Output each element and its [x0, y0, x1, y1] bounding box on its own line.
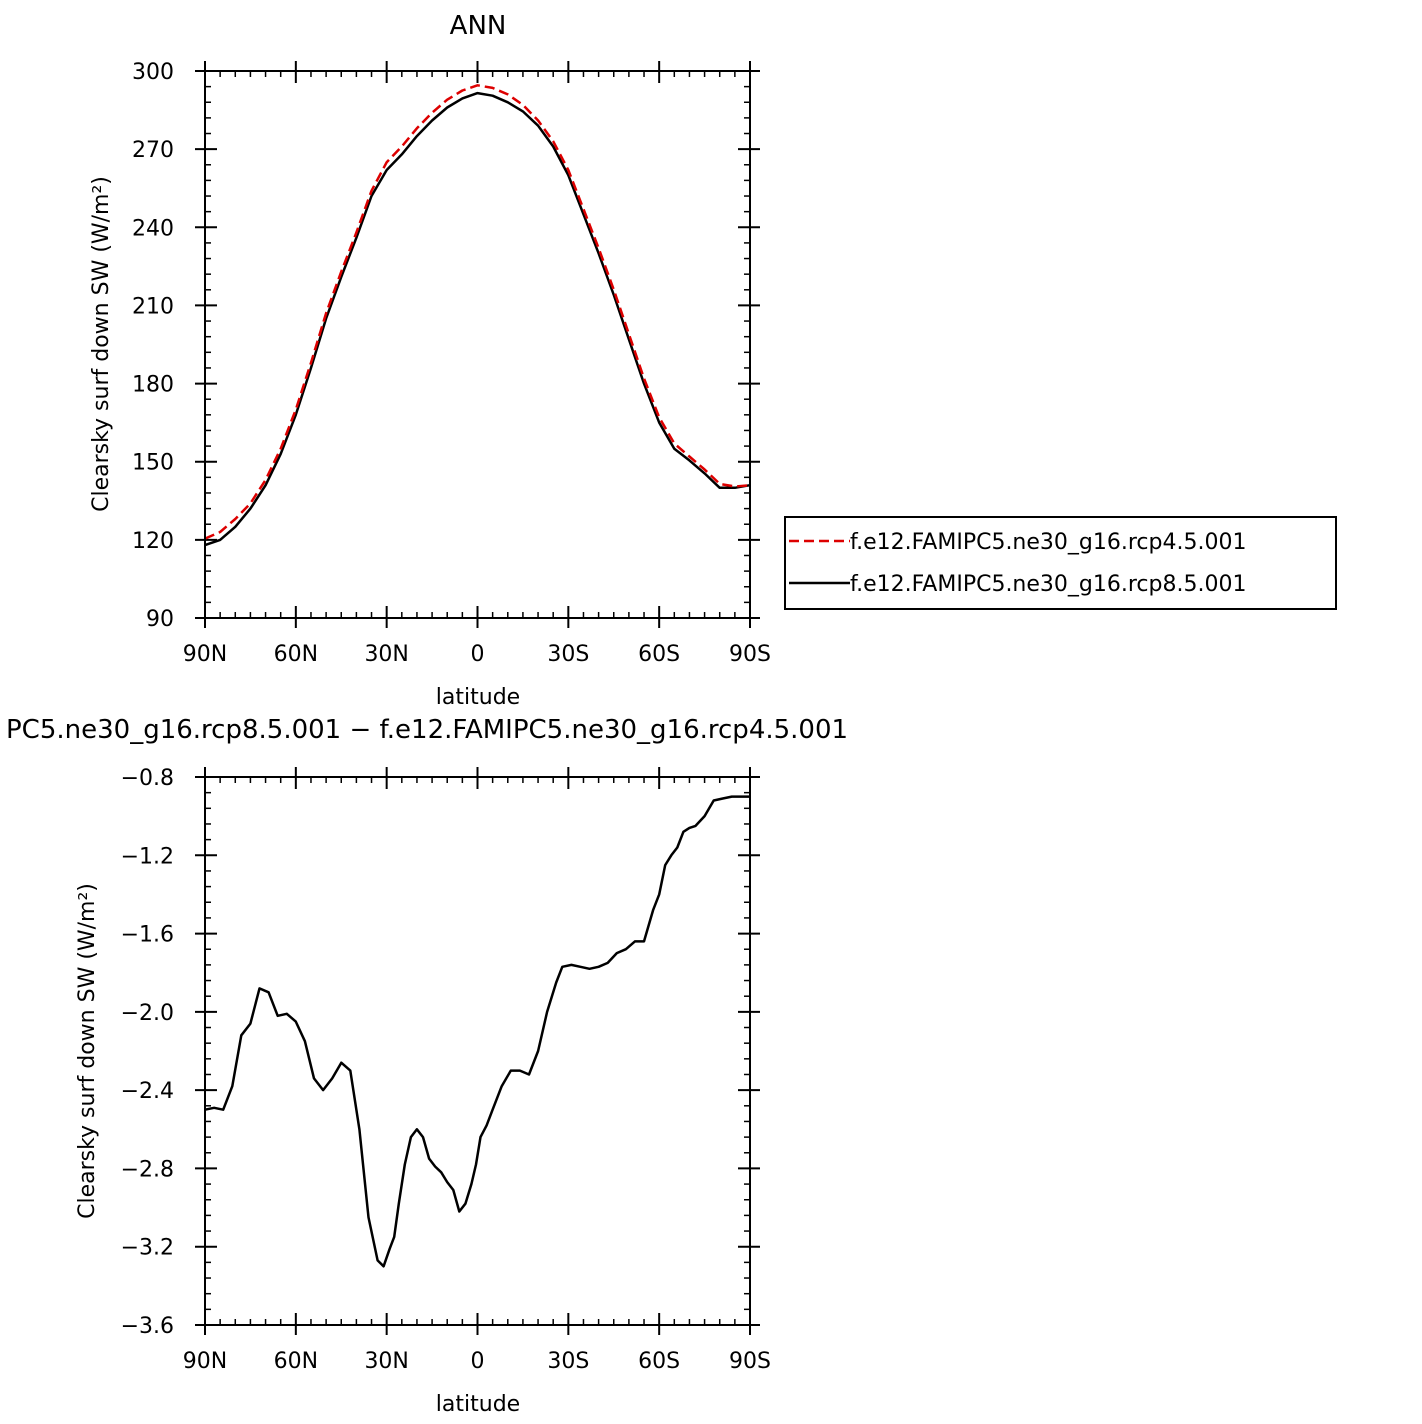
top-plot-area: 90N 60N 30N 0 30S 60S 90S 90 120 150 180 210 240 270 3…	[132, 60, 771, 667]
top-series-line-0	[204, 84, 751, 540]
bottom-plot-area: 90N 60N 30N 0 30S 60S 90S −0.8 −1.2 −1.6 −2.0 −2.4 −…	[121, 766, 771, 1374]
top-series-line-1	[204, 91, 751, 547]
top-panel: ANN 90N 60N 30N 0 30S 60S 90S 90 120 150 180 210 240…	[89, 11, 1337, 710]
top-x-tick-label: 90S	[729, 642, 771, 667]
top-y-tick-label: 270	[132, 138, 174, 163]
top-y-tick-label: 150	[132, 451, 174, 476]
bottom-y-tick-label: −3.2	[121, 1236, 174, 1261]
legend-label-rcp45: f.e12.FAMIPC5.ne30_g16.rcp4.5.001	[850, 530, 1246, 555]
top-y-tick-label: 120	[132, 529, 174, 554]
bottom-y-tick-label: −0.8	[121, 766, 174, 791]
top-y-tick-label: 240	[132, 216, 174, 241]
bottom-x-tick-label: 90N	[183, 1349, 227, 1374]
top-x-tick-label: 90N	[183, 642, 227, 667]
top-x-tick-label: 60N	[274, 642, 318, 667]
bottom-x-tick-label: 60N	[274, 1349, 318, 1374]
top-y-axis-title: Clearsky surf down SW (W/m²)	[89, 176, 114, 512]
legend: f.e12.FAMIPC5.ne30_g16.rcp4.5.001 f.e12.…	[784, 516, 1337, 610]
top-x-tick-label: 30N	[364, 642, 408, 667]
bottom-x-axis-title: latitude	[436, 1392, 520, 1417]
bottom-y-tick-label: −2.0	[121, 1001, 174, 1026]
bottom-y-tick-label: −1.2	[121, 844, 174, 869]
top-x-axis-title: latitude	[436, 685, 520, 710]
bottom-y-tick-label: −3.6	[121, 1314, 174, 1339]
bottom-panel: PC5.ne30_g16.rcp8.5.001 − f.e12.FAMIPC5.…	[6, 715, 848, 1417]
legend-label-rcp85: f.e12.FAMIPC5.ne30_g16.rcp8.5.001	[850, 572, 1246, 597]
top-x-tick-label: 60S	[638, 642, 680, 667]
bottom-x-tick-label: 90S	[729, 1349, 771, 1374]
bottom-series-line-0	[204, 795, 750, 1268]
legend-box	[784, 516, 1337, 610]
bottom-x-tick-label: 60S	[638, 1349, 680, 1374]
bottom-x-tick-label: 0	[471, 1349, 485, 1374]
top-chart-title: ANN	[450, 11, 507, 41]
top-x-tick-label: 30S	[547, 642, 589, 667]
bottom-y-tick-label: −2.4	[121, 1079, 174, 1104]
bottom-y-axis-title: Clearsky surf down SW (W/m²)	[75, 883, 100, 1219]
bottom-x-tick-label: 30N	[364, 1349, 408, 1374]
top-plot-frame	[204, 70, 751, 619]
top-y-tick-label: 90	[146, 607, 174, 632]
bottom-chart-title: PC5.ne30_g16.rcp8.5.001 − f.e12.FAMIPC5.…	[6, 715, 848, 745]
bottom-x-tick-label: 30S	[547, 1349, 589, 1374]
bottom-plot-frame	[204, 776, 751, 1326]
top-y-tick-label: 210	[132, 294, 174, 319]
top-x-tick-label: 0	[471, 642, 485, 667]
bottom-y-tick-label: −1.6	[121, 923, 174, 948]
top-y-tick-label: 300	[132, 60, 174, 85]
top-y-tick-label: 180	[132, 373, 174, 398]
bottom-y-tick-label: −2.8	[121, 1157, 174, 1182]
